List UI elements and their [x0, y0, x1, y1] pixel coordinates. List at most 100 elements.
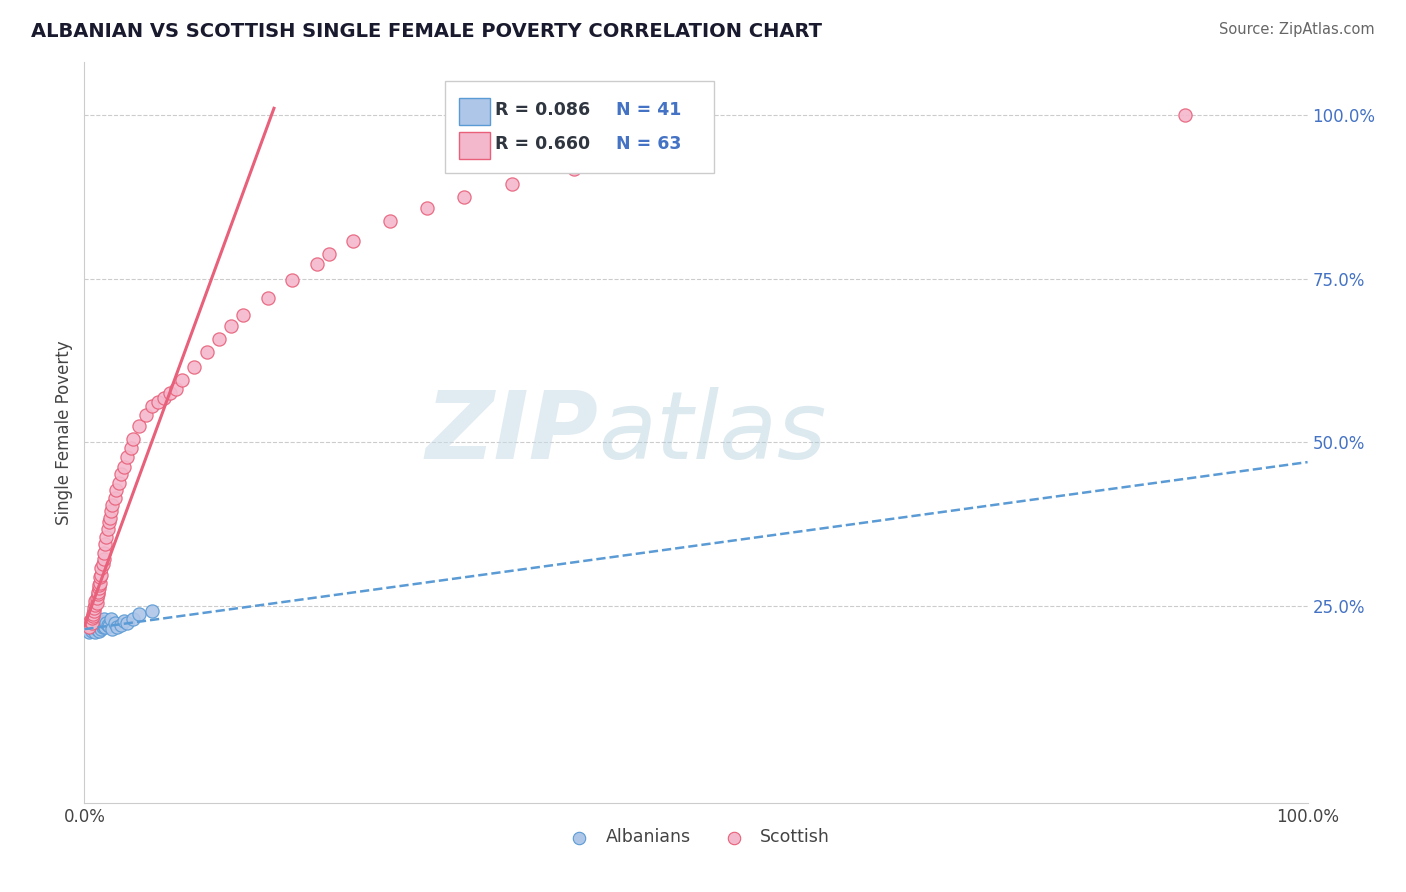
Text: Source: ZipAtlas.com: Source: ZipAtlas.com	[1219, 22, 1375, 37]
Point	[105, 620, 128, 634]
Point	[83, 600, 105, 615]
Point	[90, 622, 112, 636]
Point	[82, 622, 104, 636]
Point	[87, 619, 110, 633]
Point	[84, 598, 107, 612]
Point	[97, 619, 120, 633]
Point	[87, 587, 110, 601]
Point	[159, 386, 181, 401]
Point	[96, 531, 118, 545]
Point	[86, 622, 108, 636]
Point	[91, 557, 114, 571]
Point	[165, 382, 187, 396]
Point	[83, 605, 105, 619]
Point	[93, 619, 115, 633]
Point	[219, 318, 242, 333]
Point	[128, 607, 150, 621]
Point	[93, 552, 115, 566]
Point	[122, 432, 145, 446]
Point	[141, 605, 163, 619]
Point	[416, 201, 439, 215]
Point	[80, 617, 103, 632]
Point	[77, 625, 100, 640]
Point	[232, 308, 254, 322]
Point	[135, 408, 157, 422]
Point	[318, 246, 340, 260]
Legend: Albanians, Scottish: Albanians, Scottish	[555, 822, 837, 854]
Text: N = 41: N = 41	[616, 101, 682, 119]
Point	[77, 620, 100, 634]
Point	[101, 622, 124, 636]
Point	[98, 510, 121, 524]
Point	[141, 400, 163, 414]
Point	[120, 441, 142, 455]
FancyBboxPatch shape	[458, 132, 491, 159]
Point	[96, 615, 118, 630]
Point	[100, 504, 122, 518]
Point	[86, 617, 108, 632]
Point	[115, 450, 138, 464]
Point	[97, 617, 120, 632]
Point	[128, 419, 150, 434]
Point	[77, 622, 100, 636]
Point	[100, 612, 122, 626]
Text: ALBANIAN VS SCOTTISH SINGLE FEMALE POVERTY CORRELATION CHART: ALBANIAN VS SCOTTISH SINGLE FEMALE POVER…	[31, 22, 823, 41]
Point	[87, 615, 110, 629]
Point	[89, 576, 111, 591]
Point	[112, 460, 135, 475]
Point	[79, 614, 101, 628]
Point	[183, 360, 205, 375]
Point	[84, 594, 107, 608]
Point	[281, 273, 304, 287]
Point	[82, 609, 104, 624]
Y-axis label: Single Female Poverty: Single Female Poverty	[55, 341, 73, 524]
Point	[84, 625, 107, 640]
Point	[93, 545, 115, 559]
Point	[77, 619, 100, 633]
Point	[79, 620, 101, 634]
Point	[562, 161, 585, 176]
Point	[101, 498, 124, 512]
Point	[87, 620, 110, 634]
Point	[208, 332, 231, 346]
Point	[305, 257, 328, 271]
FancyBboxPatch shape	[446, 81, 714, 173]
Point	[153, 391, 176, 405]
Point	[77, 617, 100, 632]
Text: R = 0.086: R = 0.086	[495, 101, 591, 119]
Text: N = 63: N = 63	[616, 135, 682, 153]
Point	[146, 394, 169, 409]
Point	[104, 615, 127, 630]
Point	[107, 476, 129, 491]
Point	[93, 612, 115, 626]
Point	[80, 624, 103, 639]
Text: ZIP: ZIP	[425, 386, 598, 479]
Point	[89, 614, 111, 628]
Point	[83, 620, 105, 634]
Point	[502, 177, 524, 191]
Point	[82, 612, 104, 626]
Point	[89, 617, 111, 632]
Point	[91, 620, 114, 634]
Point	[82, 607, 104, 621]
Point	[110, 467, 132, 481]
Point	[79, 615, 101, 630]
Point	[115, 615, 138, 630]
Point	[257, 291, 280, 305]
Text: atlas: atlas	[598, 387, 827, 478]
Point	[97, 516, 120, 530]
Point	[87, 581, 110, 595]
Point	[97, 522, 120, 536]
Point	[195, 345, 218, 359]
Point	[87, 578, 110, 592]
Point	[453, 190, 475, 204]
Point	[110, 617, 132, 632]
Point	[105, 483, 128, 497]
Point	[82, 619, 104, 633]
Point	[90, 567, 112, 582]
Point	[112, 614, 135, 628]
Point	[89, 570, 111, 584]
Point	[342, 234, 364, 248]
Point	[87, 584, 110, 599]
Point	[94, 537, 117, 551]
